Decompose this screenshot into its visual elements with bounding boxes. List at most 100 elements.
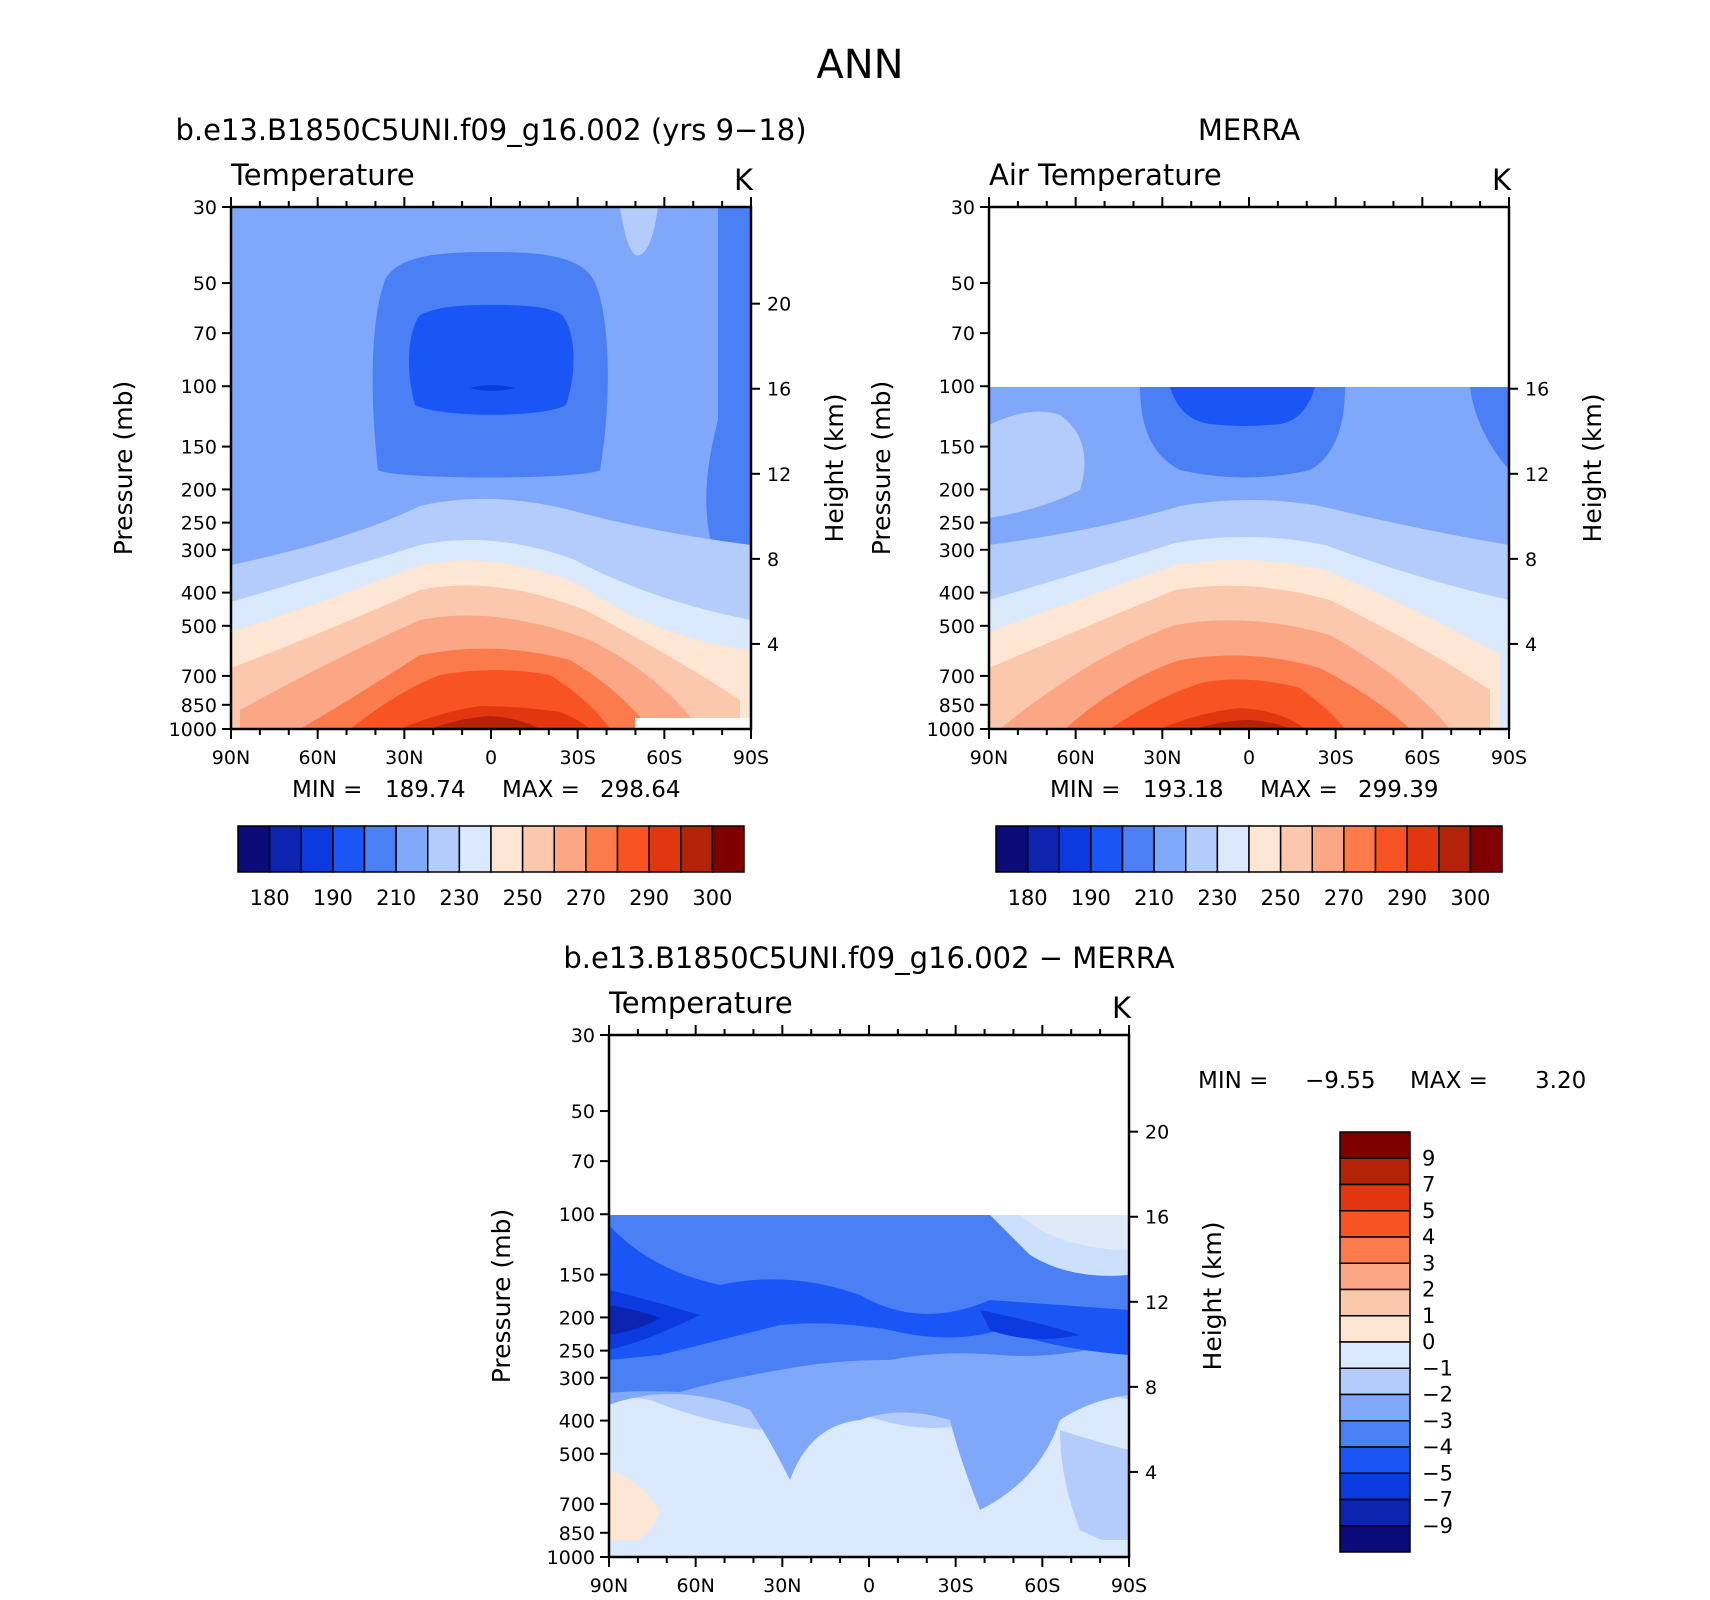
x-tick-label: 60S	[1024, 1575, 1060, 1597]
colorbar-swatch	[1339, 1262, 1411, 1291]
panel-diff-min-value: −9.55	[1305, 1068, 1375, 1094]
y-tick-label: 150	[939, 437, 975, 459]
colorbar-swatch	[1339, 1210, 1411, 1238]
colorbar-label: 7	[1422, 1173, 1435, 1197]
colorbar-swatch	[268, 825, 302, 873]
x-tick-label: 90N	[212, 747, 250, 769]
colorbar-swatch	[1090, 825, 1124, 873]
y2-tick-label: 16	[1525, 379, 1549, 401]
panel-diff-min-label: MIN =	[1198, 1068, 1268, 1094]
x-tick-label: 90S	[1111, 1575, 1147, 1597]
y-tick-label: 70	[951, 323, 975, 345]
panel-merra-colorbar: 180 190 210 230 250 270 290 300	[995, 825, 1503, 910]
y-tick-label: 400	[181, 583, 217, 605]
y-tick-label: 300	[939, 540, 975, 562]
panel-merra-ylabel: Pressure (mb)	[867, 381, 896, 555]
panel-model-y2label: Height (km)	[820, 394, 849, 543]
y2-tick-label: 4	[767, 634, 779, 656]
y-tick-label: 1000	[927, 719, 975, 741]
y2-tick-label: 12	[767, 464, 791, 486]
y-tick-label: 500	[939, 616, 975, 638]
colorbar-label: 300	[692, 886, 732, 910]
panel-diff-y2label: Height (km)	[1198, 1222, 1227, 1371]
panel-diff-max-label: MAX =	[1410, 1068, 1488, 1094]
panel-merra-units: K	[1492, 163, 1512, 197]
panel-merra: MERRA Air Temperature K 30 50 70 100 150 200 2…	[867, 113, 1607, 910]
figure-title: ANN	[816, 42, 903, 88]
y2-tick-label: 12	[1525, 464, 1549, 486]
colorbar-label: 300	[1450, 886, 1490, 910]
y-tick-label: 300	[559, 1368, 595, 1390]
y-tick-label: 30	[571, 1025, 595, 1047]
diff-band-m9	[609, 1305, 660, 1335]
x-tick-label: 60N	[1056, 747, 1094, 769]
y-tick-label: 250	[181, 513, 217, 535]
colorbar-swatch	[553, 825, 587, 873]
diff-band-m7-south	[980, 1310, 1080, 1339]
panel-diff-case-title: b.e13.B1850C5UNI.f09_g16.002 − MERRA	[563, 941, 1174, 975]
colorbar-label: −1	[1422, 1356, 1453, 1380]
x-tick-label: 30N	[1143, 747, 1181, 769]
colorbar-label: 180	[250, 886, 290, 910]
colorbar-swatch	[1248, 825, 1282, 873]
panel-model: b.e13.B1850C5UNI.f09_g16.002 (yrs 9−18) …	[109, 113, 849, 910]
colorbar-swatch	[332, 825, 366, 873]
y-tick-label: 50	[571, 1101, 595, 1123]
panel-merra-min-label: MIN =	[1050, 777, 1120, 803]
y-tick-label: 100	[939, 376, 975, 398]
colorbar-label: 1	[1422, 1304, 1435, 1328]
panel-model-ylabel: Pressure (mb)	[109, 381, 138, 555]
colorbar-swatch	[995, 825, 1029, 873]
panel-model-colorbar: 180 190 210 230 250 270 290 300	[237, 825, 745, 910]
panel-diff-stats: MIN = −9.55 MAX = 3.20	[1198, 1068, 1586, 1094]
y-tick-label: 150	[181, 437, 217, 459]
colorbar-swatch	[1026, 825, 1060, 873]
colorbar-swatch	[1374, 825, 1408, 873]
colorbar-swatch	[585, 825, 619, 873]
y-tick-label: 500	[559, 1444, 595, 1466]
colorbar-swatch	[616, 825, 650, 873]
colorbar-swatch	[1339, 1525, 1411, 1553]
y2-tick-label: 4	[1525, 634, 1537, 656]
y-tick-label: 700	[939, 666, 975, 688]
y-tick-label: 70	[571, 1151, 595, 1173]
y-tick-label: 850	[181, 695, 217, 717]
x-tick-label: 60S	[646, 747, 682, 769]
panel-diff-variable: Temperature	[608, 986, 793, 1020]
colorbar-swatch	[1339, 1236, 1411, 1264]
colorbar-swatch	[1339, 1498, 1411, 1527]
model-band-300	[430, 716, 540, 729]
colorbar-label: 290	[1387, 886, 1427, 910]
colorbar-swatch	[458, 825, 492, 873]
x-tick-label: 0	[1243, 747, 1255, 769]
colorbar-swatch	[427, 825, 461, 873]
merra-band-290	[1110, 679, 1345, 729]
x-tick-label: 60S	[1404, 747, 1440, 769]
colorbar-label: 250	[503, 886, 543, 910]
diff-band-m1-lower	[820, 1480, 910, 1540]
y-tick-label: 1000	[547, 1547, 595, 1569]
colorbar-label: 5	[1422, 1199, 1435, 1223]
y-tick-label: 100	[181, 376, 217, 398]
colorbar-swatch	[1311, 825, 1345, 873]
colorbar-swatch	[1339, 1183, 1411, 1212]
y-tick-label: 150	[559, 1265, 595, 1287]
merra-band-210-south	[1470, 387, 1509, 470]
colorbar-swatch	[237, 825, 271, 873]
merra-band-230-north	[989, 411, 1085, 518]
model-missing-surface	[635, 718, 751, 729]
y-tick-label: 30	[193, 197, 217, 219]
panel-merra-case-title: MERRA	[1198, 113, 1300, 147]
panel-model-max-label: MAX =	[502, 777, 580, 803]
y-tick-label: 200	[181, 479, 217, 501]
y-tick-label: 400	[939, 583, 975, 605]
model-band-190	[470, 385, 515, 391]
y2-tick-label: 16	[767, 379, 791, 401]
panel-diff-ylabel: Pressure (mb)	[487, 1209, 516, 1383]
panel-merra-stats: MIN = 193.18 MAX = 299.39	[1050, 777, 1438, 803]
colorbar-swatch	[1406, 825, 1440, 873]
diff-band-0-north	[609, 1470, 660, 1550]
y2-tick-label: 20	[1145, 1122, 1169, 1144]
y-tick-label: 850	[939, 695, 975, 717]
